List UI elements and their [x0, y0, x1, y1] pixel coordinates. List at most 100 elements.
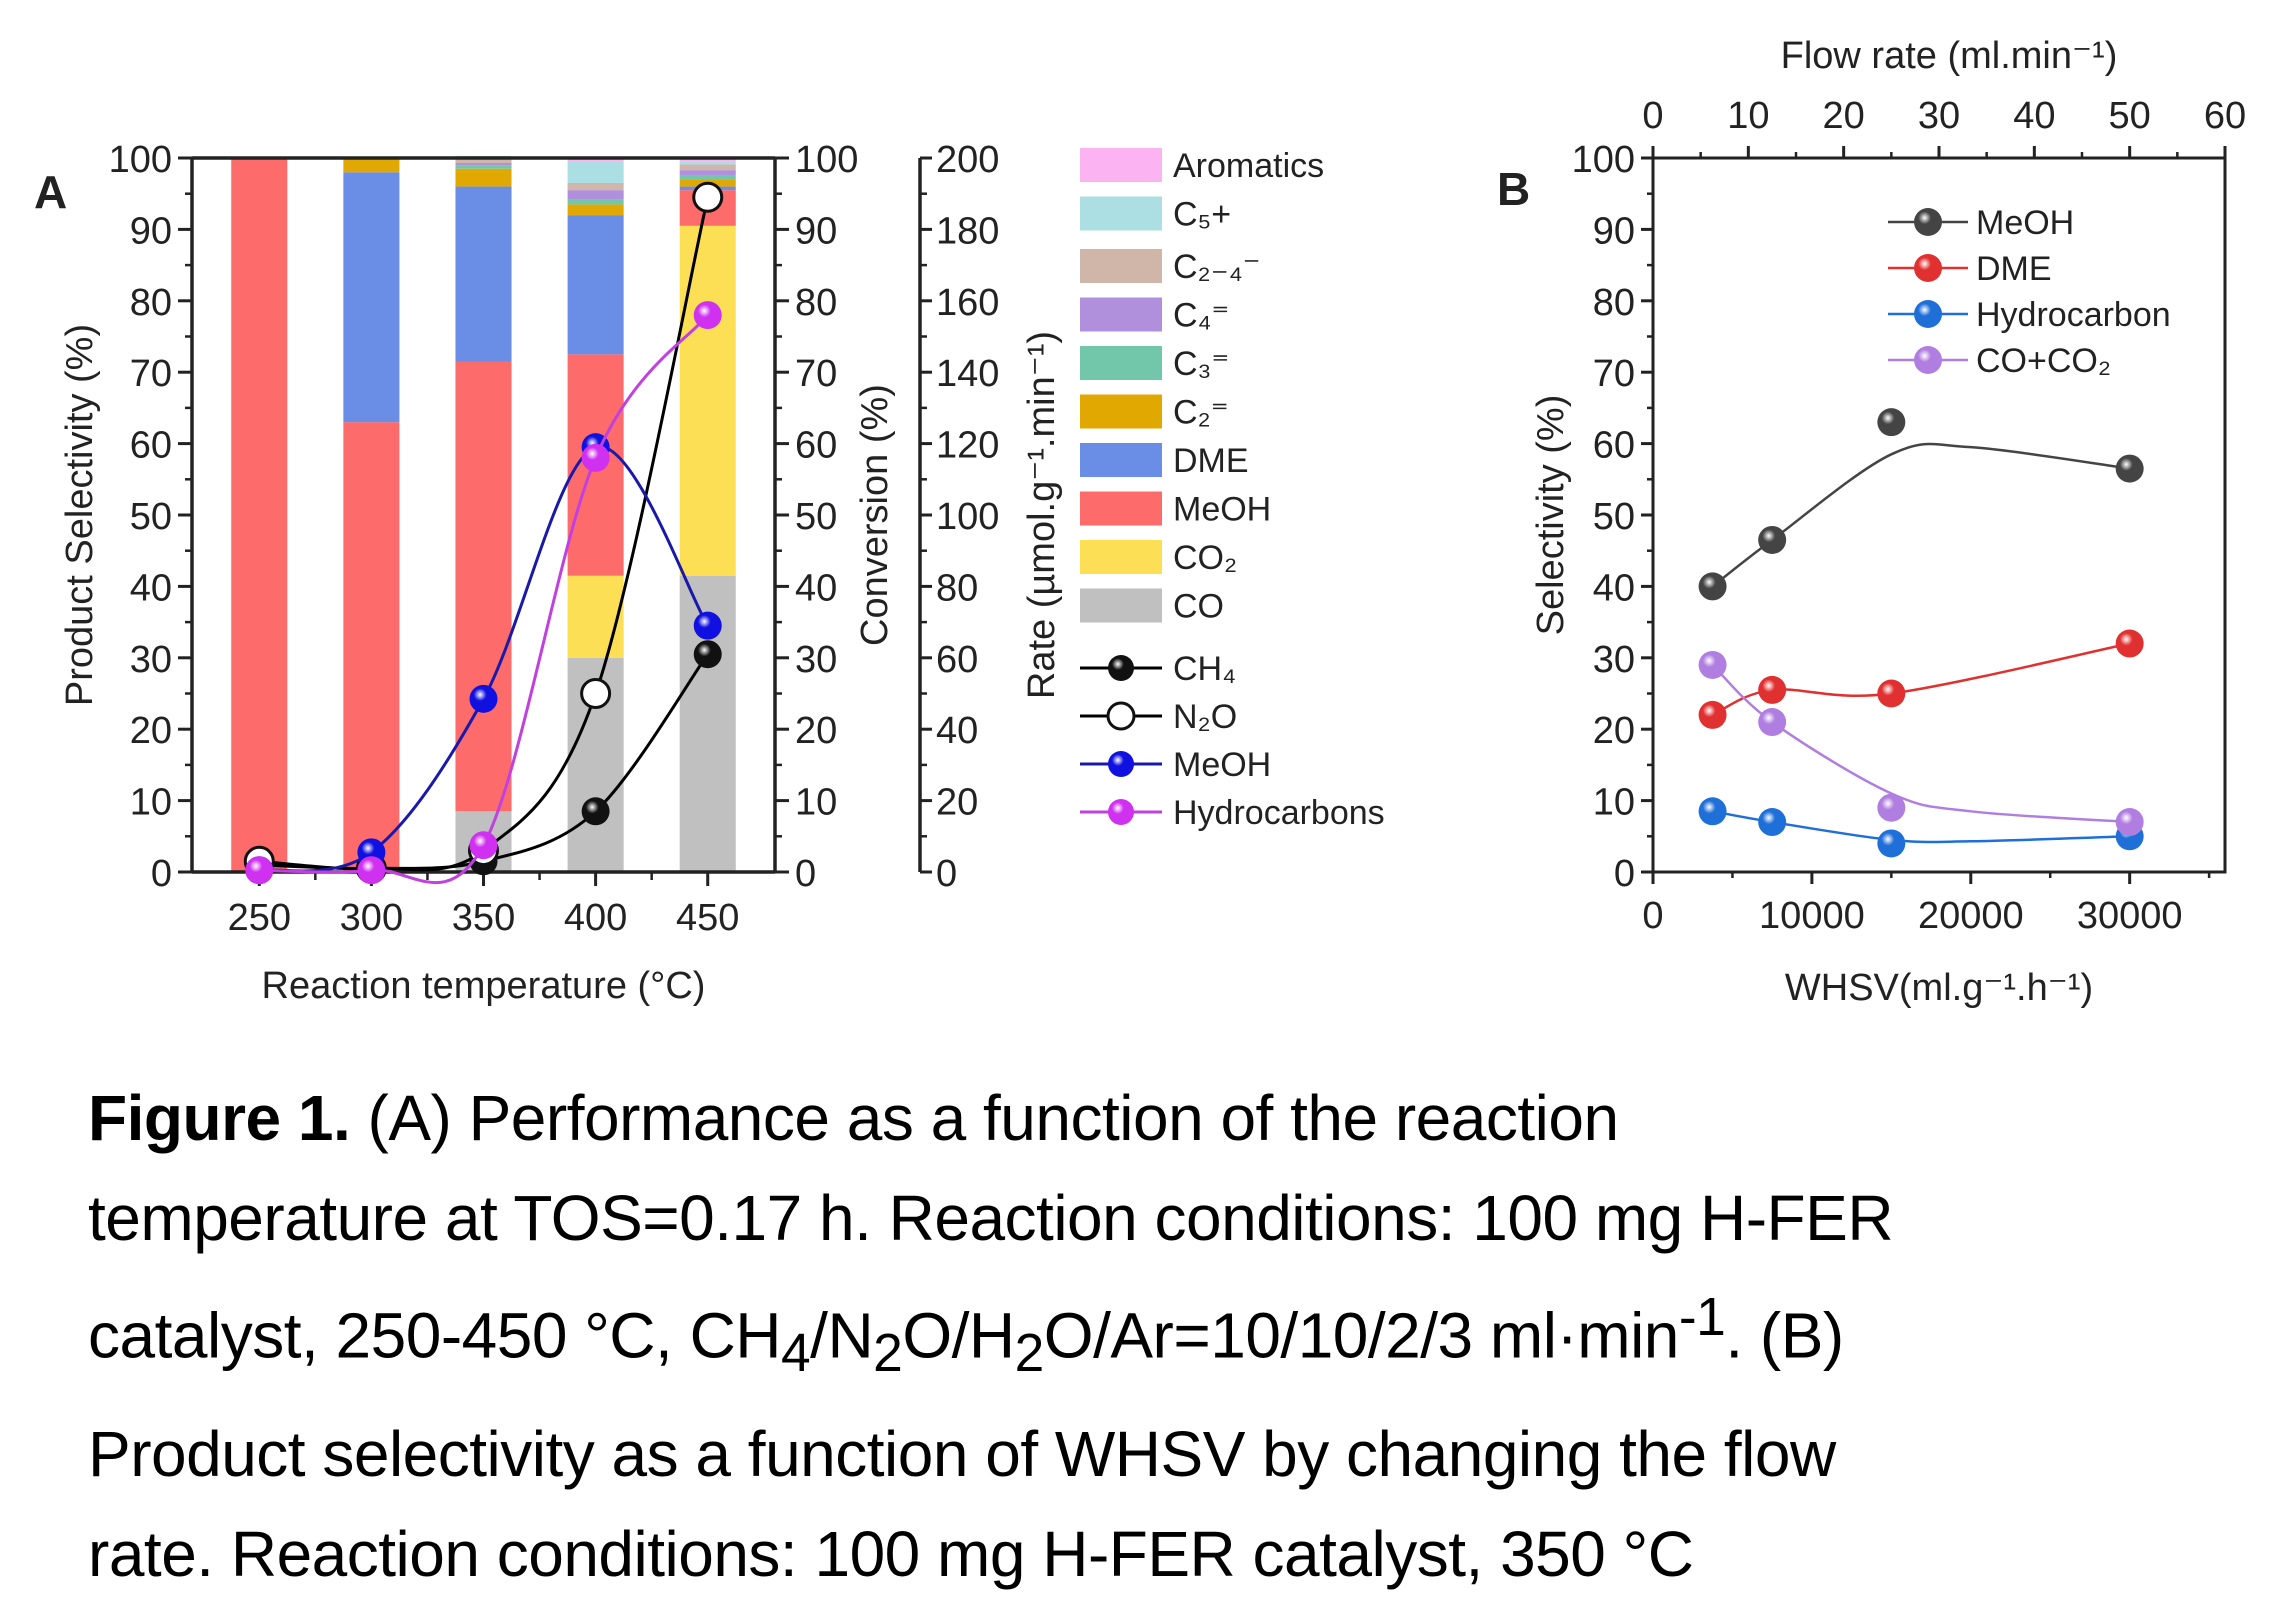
bar-segment-meoh	[455, 361, 512, 812]
y3-tick-label: 140	[936, 353, 999, 395]
marker-no	[692, 181, 724, 213]
legend-label: C₂⁼	[1173, 394, 1229, 432]
x-tick-label: 10000	[1759, 895, 1865, 937]
legend-label: MeOH	[1173, 746, 1271, 784]
marker-no	[580, 678, 612, 709]
bar-segment-meoh	[231, 158, 288, 872]
legend-swatch-dme	[1080, 443, 1162, 477]
legend-label: N₂O	[1173, 698, 1237, 736]
y2-tick-label: 20	[795, 710, 837, 752]
bar-segment-dme	[343, 172, 400, 423]
y2-tick-label: 30	[795, 639, 837, 681]
x2-tick-label: 0	[1642, 95, 1663, 137]
y-tick-label: 0	[1614, 853, 1635, 895]
bar-segment-aromatics	[679, 158, 736, 162]
y2-tick-label: 60	[795, 425, 837, 467]
legend-marker-no	[1106, 701, 1136, 731]
marker-meoh	[469, 684, 498, 713]
y3-tick-label: 40	[936, 710, 978, 752]
y3-tick-label: 100	[936, 496, 999, 538]
bar-segment-aromatics	[567, 158, 624, 162]
marker-hydrocarbon	[1758, 808, 1787, 837]
x-tick-label: 20000	[1918, 895, 2024, 937]
y-tick-label: 40	[1593, 567, 1635, 609]
legend-label: MeOH	[1976, 204, 2074, 242]
bar-segment-c	[567, 182, 624, 191]
x-tick-label: 0	[1642, 895, 1663, 937]
marker-coco	[1758, 708, 1787, 737]
legend-marker-meoh	[1914, 208, 1942, 236]
y-tick-label: 30	[130, 639, 172, 681]
y-tick-label: 10	[130, 782, 172, 824]
bar-segment-c	[455, 165, 512, 169]
legend-label: MeOH	[1173, 491, 1271, 529]
line-meoh	[1711, 442, 2130, 588]
bar-segment-c	[343, 158, 400, 173]
y-tick-label: 50	[1593, 496, 1635, 538]
line-dme	[1712, 642, 2130, 717]
legend-swatch-co	[1080, 588, 1162, 623]
x-tick-label: 450	[676, 897, 739, 939]
y3-tick-label: 180	[936, 210, 999, 252]
legend-swatch-meoh	[1080, 491, 1162, 526]
bar-segment-c	[679, 175, 736, 180]
marker-meoh	[693, 611, 722, 640]
y-tick-label: 80	[1593, 282, 1635, 324]
legend-label: DME	[1976, 250, 2052, 288]
x-tick-label: 350	[452, 897, 515, 939]
y3-tick-label: 120	[936, 425, 999, 467]
marker-meoh	[1758, 525, 1787, 554]
y2-tick-label: 80	[795, 282, 837, 324]
y2-tick-label: 50	[795, 496, 837, 538]
y3-tick-label: 60	[936, 639, 978, 681]
legend-label: Hydrocarbon	[1976, 296, 2171, 334]
bar-segment-c	[679, 164, 736, 171]
y-tick-label: 100	[109, 139, 172, 181]
y-tick-label: 20	[1593, 710, 1635, 752]
x2-tick-label: 20	[1823, 95, 1865, 137]
x2-axis-title: Flow rate (ml.min⁻¹)	[1781, 35, 2118, 77]
legend-label: Aromatics	[1173, 147, 1324, 185]
y2-tick-label: 90	[795, 210, 837, 252]
y3-tick-label: 20	[936, 782, 978, 824]
legend-swatch-c	[1080, 249, 1162, 283]
y2-tick-label: 0	[795, 853, 816, 895]
line-coco	[1711, 664, 2130, 824]
legend-label: Hydrocarbons	[1173, 794, 1385, 832]
legend-marker-hydrocarbon	[1914, 300, 1942, 328]
y3-tick-label: 200	[936, 139, 999, 181]
bar-segment-c	[455, 162, 512, 166]
legend-label: C₅+	[1173, 196, 1231, 234]
x2-tick-label: 30	[1918, 95, 1960, 137]
legend-swatch-c	[1080, 394, 1162, 429]
y-axis-title: Selectivity (%)	[1530, 395, 1572, 636]
y-tick-label: 60	[130, 425, 172, 467]
caption-label: Figure 1.	[88, 1082, 351, 1154]
panel-a: 0 10 20 30 40 50 60 70 80 90 100 0 10 20 30 40 50 60 70 80 9…	[34, 139, 1385, 1007]
x2-tick-label: 40	[2013, 95, 2055, 137]
legend-label: CO₂	[1173, 539, 1237, 577]
legend-marker-coco	[1914, 346, 1942, 374]
bar-segment-c	[567, 199, 624, 205]
y-tick-label: 70	[130, 353, 172, 395]
y-tick-label: 40	[130, 567, 172, 609]
legend-swatch-co	[1080, 540, 1162, 574]
caption-line-1: Figure 1. (A) Performance as a function …	[88, 1082, 1619, 1154]
y-tick-label: 90	[1593, 210, 1635, 252]
marker-dme	[2115, 629, 2144, 658]
line-meoh	[259, 445, 710, 873]
marker-coco	[2115, 808, 2144, 837]
y-tick-label: 100	[1572, 139, 1635, 181]
marker-hydrocarbon	[1698, 797, 1727, 826]
marker-coco	[1698, 650, 1727, 679]
panel-label-b: B	[1497, 163, 1530, 215]
caption-line-4: Product selectivity as a function of WHS…	[88, 1418, 1836, 1491]
y3-tick-label: 160	[936, 282, 999, 324]
legend-marker-ch	[1108, 655, 1134, 681]
marker-hydrocarbons	[469, 831, 498, 860]
y-tick-label: 80	[130, 282, 172, 324]
caption-line-5: rate. Reaction conditions: 100 mg H-FER …	[88, 1518, 1694, 1591]
y-tick-label: 10	[1593, 782, 1635, 824]
y3-tick-label: 80	[936, 567, 978, 609]
y-tick-label: 0	[151, 853, 172, 895]
